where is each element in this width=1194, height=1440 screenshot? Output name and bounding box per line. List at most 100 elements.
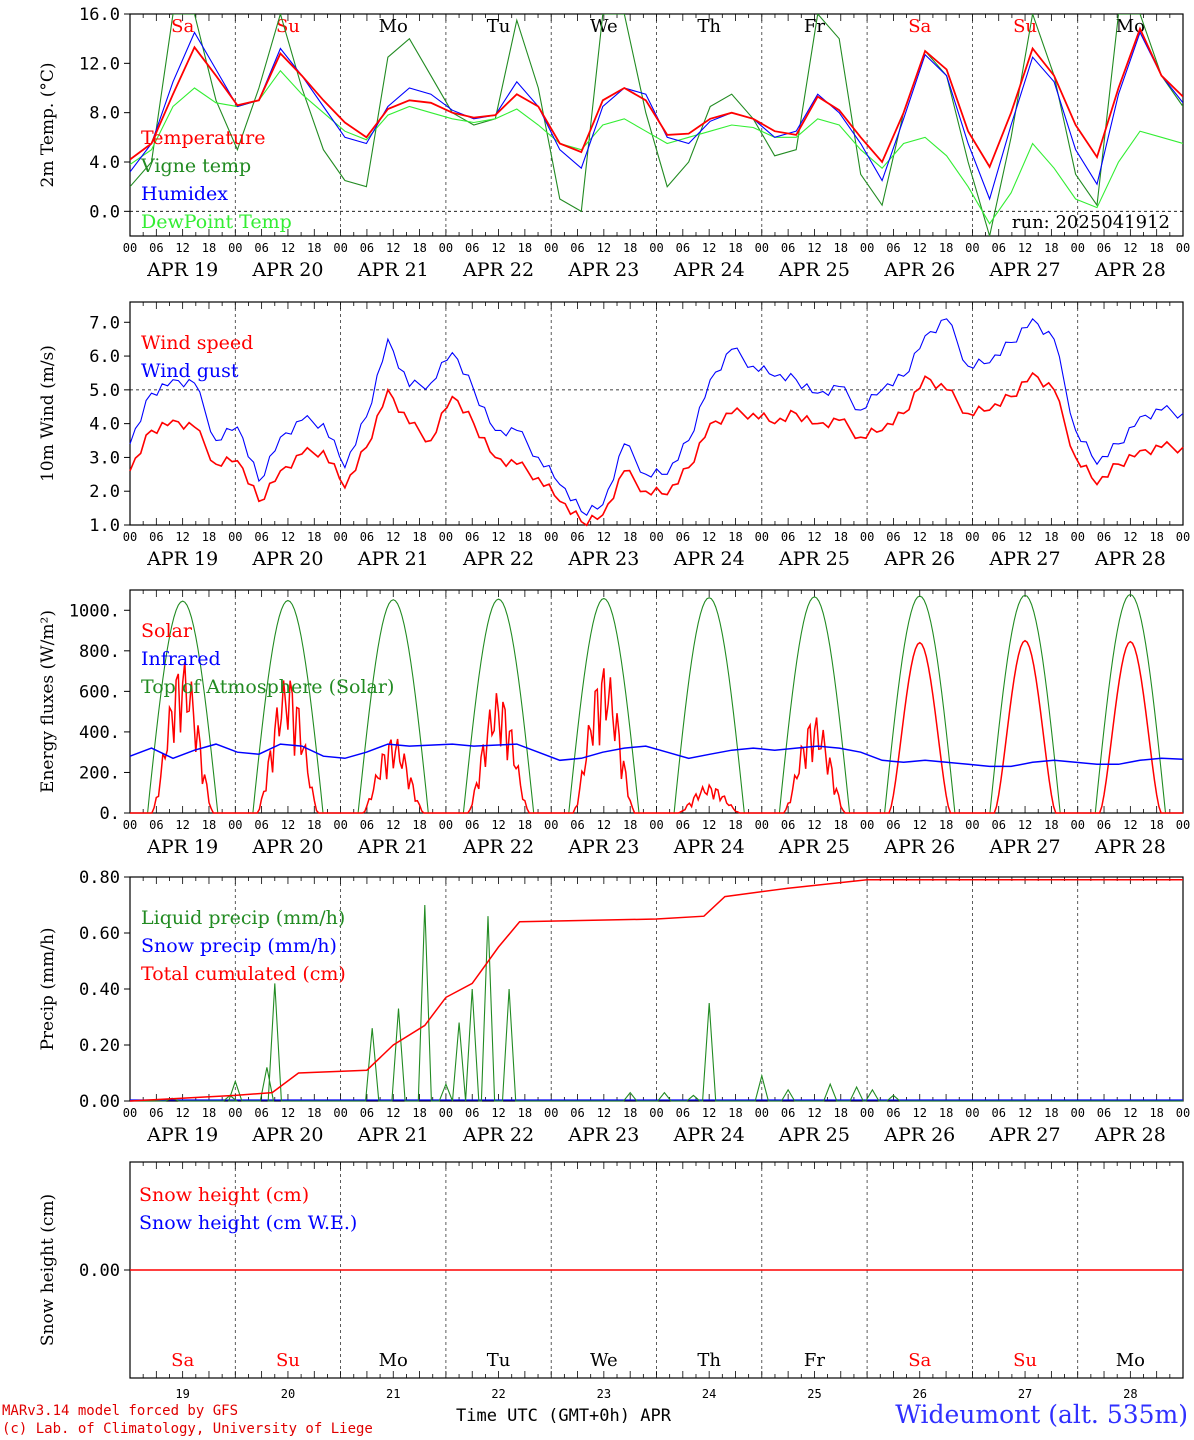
y-tick-label: 1.0	[89, 516, 120, 536]
panel-2: 10m Wind (m/s) 00 06 12 18 00 06 12 18 00 06 12 18 00…	[38, 301, 1190, 570]
date-number: 19	[175, 1387, 189, 1401]
credit-model: MARv3.14 model forced by GFS	[2, 1403, 239, 1419]
hour-tick-label: 00	[755, 241, 769, 255]
hour-tick-label: 00	[123, 818, 137, 832]
hour-tick-label: 00	[1176, 241, 1190, 255]
run-label: run: 2025041912	[1012, 212, 1170, 233]
hour-tick-label: 18	[1149, 818, 1163, 832]
hour-tick-label: 18	[307, 1106, 321, 1120]
hour-tick-label: 00	[755, 818, 769, 832]
series-line-temperature	[130, 26, 1183, 169]
y-tick-label: 7.0	[89, 313, 120, 333]
hour-tick-label: 12	[281, 818, 295, 832]
date-number: 21	[386, 1387, 400, 1401]
hour-tick-label: 06	[570, 1106, 584, 1120]
day-label: We	[590, 1350, 618, 1371]
legend-entry: Total cumulated (cm)	[141, 963, 346, 985]
y-tick-label: 0.40	[79, 980, 120, 1000]
hour-tick-label: 06	[570, 818, 584, 832]
hour-tick-label: 12	[1018, 530, 1032, 544]
hour-tick-label: 06	[149, 1106, 163, 1120]
hour-tick-label: 12	[702, 818, 716, 832]
hour-tick-label: 06	[570, 241, 584, 255]
date-label: APR 25	[778, 548, 850, 570]
hour-tick-label: 00	[228, 1106, 242, 1120]
day-label: Su	[1013, 1350, 1037, 1371]
series-line-total-cumulated	[129, 879, 1183, 1102]
hour-tick-label: 06	[886, 1106, 900, 1120]
y-axis-label: Precip (mm/h)	[38, 927, 58, 1050]
y-tick-label: 0.00	[79, 1092, 120, 1112]
hour-tick-label: 12	[281, 530, 295, 544]
hour-tick-label: 12	[597, 818, 611, 832]
date-label: APR 26	[883, 1124, 955, 1146]
day-label: Fr	[804, 16, 825, 37]
station-name: Wideumont (alt. 535m)	[895, 1400, 1188, 1429]
hour-tick-label: 12	[807, 818, 821, 832]
hour-tick-label: 18	[1044, 530, 1058, 544]
y-tick-label: 200.	[79, 763, 120, 783]
date-label: APR 23	[567, 836, 639, 858]
y-tick-label: 0.0	[89, 202, 120, 222]
y-tick-label: 4.0	[89, 415, 120, 435]
hour-tick-label: 12	[1018, 1106, 1032, 1120]
date-label: APR 28	[1094, 836, 1166, 858]
hour-tick-label: 06	[886, 241, 900, 255]
y-tick-label: 3.0	[89, 448, 120, 468]
date-number: 25	[807, 1387, 821, 1401]
hour-tick-label: 18	[939, 818, 953, 832]
date-label: APR 25	[778, 259, 850, 281]
hour-tick-label: 12	[491, 1106, 505, 1120]
date-label: APR 19	[146, 1124, 218, 1146]
date-label: APR 22	[462, 259, 534, 281]
hour-tick-label: 06	[465, 530, 479, 544]
date-label: APR 22	[462, 836, 534, 858]
hour-tick-label: 06	[465, 1106, 479, 1120]
hour-tick-label: 12	[281, 241, 295, 255]
hour-tick-label: 06	[149, 530, 163, 544]
hour-tick-label: 12	[1018, 818, 1032, 832]
y-tick-label: 0.20	[79, 1036, 120, 1056]
hour-tick-label: 12	[913, 1106, 927, 1120]
hour-tick-label: 06	[149, 818, 163, 832]
hour-tick-label: 18	[1044, 1106, 1058, 1120]
hour-tick-label: 18	[1149, 1106, 1163, 1120]
hour-tick-label: 00	[860, 530, 874, 544]
hour-tick-label: 06	[991, 1106, 1005, 1120]
hour-tick-label: 06	[254, 818, 268, 832]
hour-tick-label: 12	[702, 241, 716, 255]
legend-entry: Top of Atmosphere (Solar)	[141, 676, 394, 698]
hour-tick-label: 00	[439, 530, 453, 544]
hour-tick-label: 06	[781, 818, 795, 832]
y-tick-label: 5.0	[89, 381, 120, 401]
date-label: APR 20	[251, 259, 323, 281]
hour-tick-label: 06	[886, 818, 900, 832]
hour-tick-label: 18	[939, 1106, 953, 1120]
y-tick-label: 12.0	[79, 54, 120, 74]
hour-tick-label: 06	[1097, 818, 1111, 832]
hour-tick-label: 00	[1070, 1106, 1084, 1120]
y-tick-label: 600.	[79, 682, 120, 702]
y-axis-label: Energy fluxes (W/m²)	[38, 610, 58, 793]
hour-tick-label: 00	[965, 530, 979, 544]
date-label: APR 21	[357, 548, 429, 570]
hour-tick-label: 12	[807, 241, 821, 255]
legend-entry: DewPoint Temp	[141, 211, 292, 233]
y-tick-label: 0.	[100, 804, 120, 824]
date-label: APR 24	[673, 1124, 745, 1146]
day-label: Su	[1013, 16, 1037, 37]
legend-entry: Infrared	[141, 648, 221, 670]
hour-tick-label: 00	[439, 818, 453, 832]
series-line-wind-gust	[129, 318, 1184, 516]
date-label: APR 26	[883, 548, 955, 570]
series-line-liquid-precip	[130, 904, 1183, 1102]
date-number: 26	[913, 1387, 927, 1401]
hour-tick-label: 12	[491, 530, 505, 544]
hour-tick-label: 18	[728, 818, 742, 832]
hour-tick-label: 18	[518, 530, 532, 544]
date-label: APR 28	[1094, 259, 1166, 281]
hour-tick-label: 06	[991, 241, 1005, 255]
hour-tick-label: 12	[175, 241, 189, 255]
y-tick-label: 0.80	[79, 868, 120, 888]
hour-tick-label: 06	[1097, 530, 1111, 544]
